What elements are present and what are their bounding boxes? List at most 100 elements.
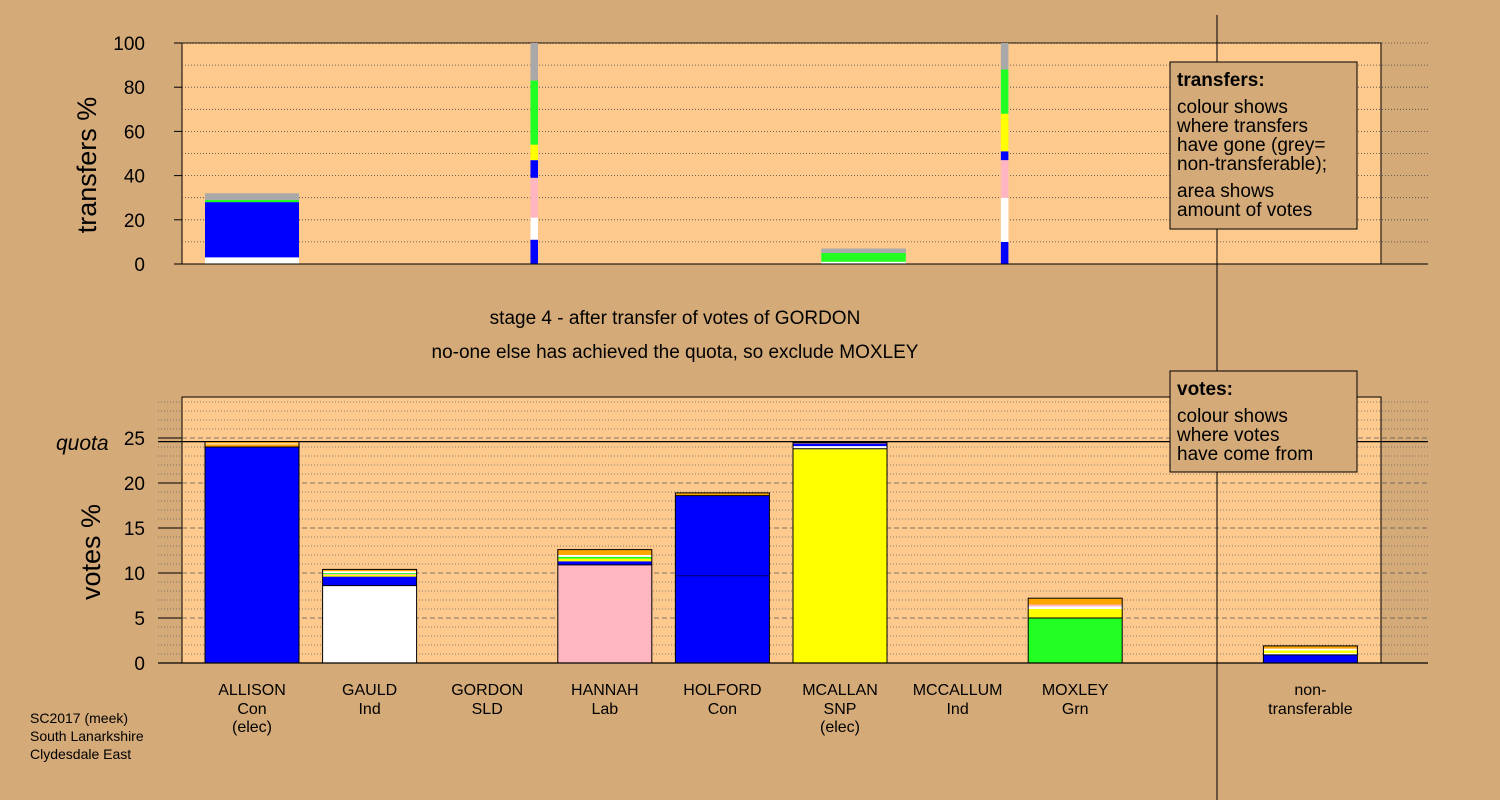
transfers-segment	[1000, 160, 1009, 198]
candidate-party: Lab	[591, 701, 618, 718]
candidate-party: SLD	[472, 701, 503, 718]
transfers-segment	[530, 144, 538, 161]
votes-segment	[793, 448, 887, 663]
quota-label: quota	[56, 432, 109, 455]
votes-segment	[205, 447, 299, 663]
candidate-party: transferable	[1268, 701, 1353, 718]
candidate-status: (elec)	[820, 719, 860, 736]
transfers-segment	[1000, 197, 1009, 242]
candidate-party: Ind	[946, 701, 968, 718]
transfers-segment	[1000, 43, 1009, 70]
candidate-name: MCCALLUM	[913, 682, 1003, 699]
transfers-tick-label: 80	[124, 78, 145, 99]
votes-segment	[1263, 654, 1358, 663]
transfers-legend-line: where transfers	[1176, 116, 1308, 137]
candidate-party: Con	[237, 701, 266, 718]
transfers-legend: transfers: colour shows where transfers …	[1169, 61, 1358, 230]
stage-title: stage 4 - after transfer of votes of GOR…	[490, 308, 861, 329]
votes-legend-title: votes:	[1177, 379, 1233, 400]
transfers-segment	[530, 239, 538, 264]
candidate-name: GAULD	[342, 682, 397, 699]
votes-segment	[322, 573, 417, 575]
votes-segment	[1028, 618, 1123, 663]
votes-tick-label: 10	[124, 564, 145, 585]
votes-segment	[1263, 653, 1358, 655]
transfers-segment	[530, 80, 538, 145]
transfers-segment	[205, 193, 299, 200]
transfers-legend-line: amount of votes	[1177, 200, 1312, 221]
votes-chart: 0510152025ALLISONCon(elec)GAULDIndGORDON…	[124, 396, 1428, 736]
votes-legend-line: have come from	[1177, 444, 1313, 465]
footer-line: SC2017 (meek)	[30, 710, 128, 726]
transfers-legend-line: colour shows	[1177, 97, 1288, 118]
votes-segment	[1028, 604, 1123, 607]
votes-segment	[1263, 650, 1358, 654]
transfers-segment	[530, 43, 538, 81]
votes-segment	[322, 571, 417, 573]
stage-action: no-one else has achieved the quota, so e…	[432, 342, 919, 363]
transfers-segment	[821, 252, 906, 262]
votes-tick-label: 15	[124, 519, 145, 540]
votes-segment	[322, 585, 417, 663]
candidate-name: ALLISON	[218, 682, 286, 699]
transfers-segment	[530, 177, 538, 218]
votes-legend-line: colour shows	[1177, 406, 1288, 427]
votes-segment	[322, 569, 417, 572]
transfers-segment	[1000, 69, 1009, 114]
candidate-status: (elec)	[232, 719, 272, 736]
candidate-name: non-	[1294, 682, 1326, 699]
candidate-party: Ind	[358, 701, 380, 718]
transfers-legend-box	[1169, 61, 1358, 230]
footer-line: Clydesdale East	[30, 746, 131, 762]
votes-segment	[675, 495, 770, 663]
transfers-legend-line: non-transferable);	[1177, 154, 1327, 175]
transfers-segment	[205, 257, 299, 264]
transfers-tick-label: 60	[124, 122, 145, 143]
votes-segment	[205, 441, 299, 444]
transfers-legend-line: area shows	[1177, 181, 1274, 202]
transfers-segment	[205, 202, 299, 258]
votes-tick-label: 5	[134, 609, 145, 630]
transfers-segment	[821, 261, 906, 264]
votes-segment	[557, 555, 652, 557]
votes-segment	[793, 443, 887, 447]
votes-segment	[557, 549, 652, 555]
transfers-segment	[530, 160, 538, 178]
votes-segment	[1028, 598, 1123, 605]
candidate-name: MOXLEY	[1042, 682, 1109, 699]
candidate-name: HANNAH	[571, 682, 639, 699]
votes-tick-label: 20	[124, 474, 145, 495]
votes-segment	[322, 573, 417, 574]
votes-segment	[322, 574, 417, 577]
candidate-name: GORDON	[451, 682, 523, 699]
transfers-segment	[821, 248, 906, 253]
votes-segment	[557, 564, 652, 663]
votes-legend-box	[1169, 370, 1358, 473]
footer-line: South Lanarkshire	[30, 728, 144, 744]
candidate-name: HOLFORD	[683, 682, 761, 699]
votes-segment	[205, 444, 299, 447]
votes-ylabel: votes %	[76, 504, 106, 600]
transfers-segment	[530, 217, 538, 240]
transfers-segment	[1000, 151, 1009, 161]
candidate-party: Grn	[1062, 701, 1089, 718]
candidate-name: MCALLAN	[802, 682, 878, 699]
candidate-party: Con	[708, 701, 737, 718]
candidate-party: SNP	[824, 701, 857, 718]
votes-segment	[675, 492, 770, 496]
transfers-legend-title: transfers:	[1177, 70, 1265, 91]
transfers-tick-label: 100	[113, 34, 145, 55]
votes-tick-label: 0	[134, 654, 145, 675]
votes-legend-line: where votes	[1176, 425, 1279, 446]
transfers-tick-label: 20	[124, 211, 145, 232]
votes-tick-label: 25	[124, 429, 145, 450]
votes-segment	[793, 446, 887, 449]
transfers-segment	[1000, 113, 1009, 152]
votes-segment	[1028, 609, 1123, 618]
transfers-tick-label: 40	[124, 167, 145, 188]
votes-segment	[557, 556, 652, 559]
votes-segment	[1263, 648, 1358, 651]
votes-segment	[322, 576, 417, 586]
transfers-ylabel: transfers %	[72, 97, 102, 234]
